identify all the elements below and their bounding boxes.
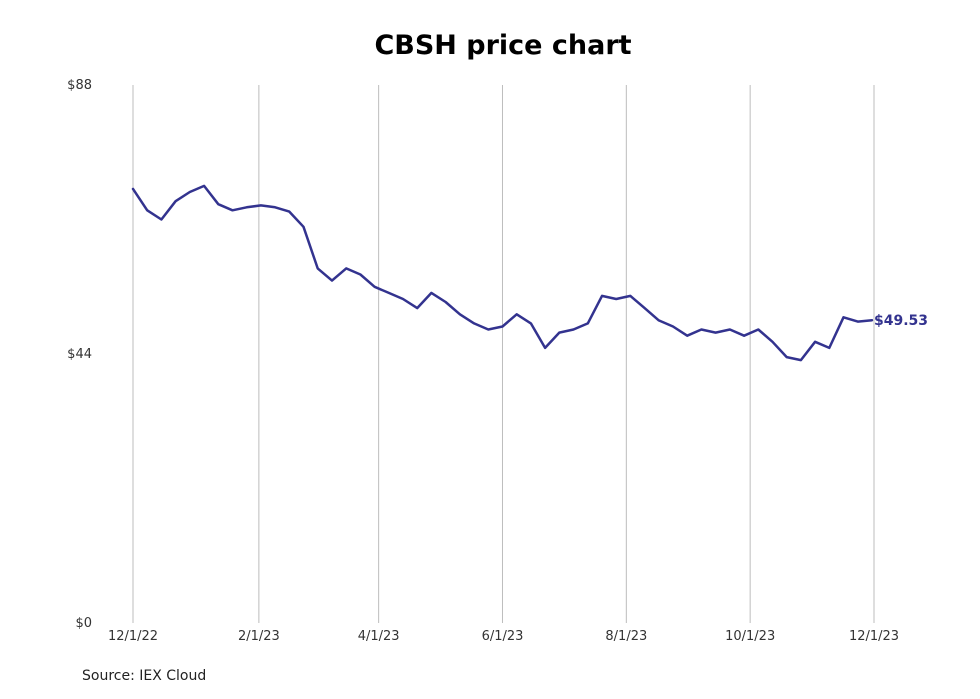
last-value-label: $49.53: [874, 313, 928, 329]
x-tick-label: 12/1/22: [108, 629, 158, 644]
x-tick-label: 8/1/23: [605, 629, 647, 644]
x-tick-label: 10/1/23: [725, 629, 775, 644]
x-tick-label: 4/1/23: [358, 629, 400, 644]
x-axis-ticks: 12/1/22 2/1/23 4/1/23 6/1/23 8/1/23 10/1/23 12…: [108, 629, 899, 644]
x-tick-label: 2/1/23: [238, 629, 280, 644]
last-value-label-group: $49.53: [874, 313, 928, 329]
y-axis-ticks: $0 $44 $88: [67, 78, 92, 631]
chart-title: CBSH price chart: [374, 30, 632, 61]
series-line-group: [131, 184, 874, 362]
source-note: Source: IEX Cloud: [82, 668, 207, 684]
x-tick-label: 12/1/23: [849, 629, 899, 644]
x-tick-label: 6/1/23: [482, 629, 524, 644]
grid-lines: [132, 85, 875, 623]
price-series-line: [131, 184, 874, 362]
y-tick-label: $88: [67, 78, 92, 93]
y-tick-label: $0: [75, 616, 92, 631]
y-tick-label: $44: [67, 347, 92, 362]
